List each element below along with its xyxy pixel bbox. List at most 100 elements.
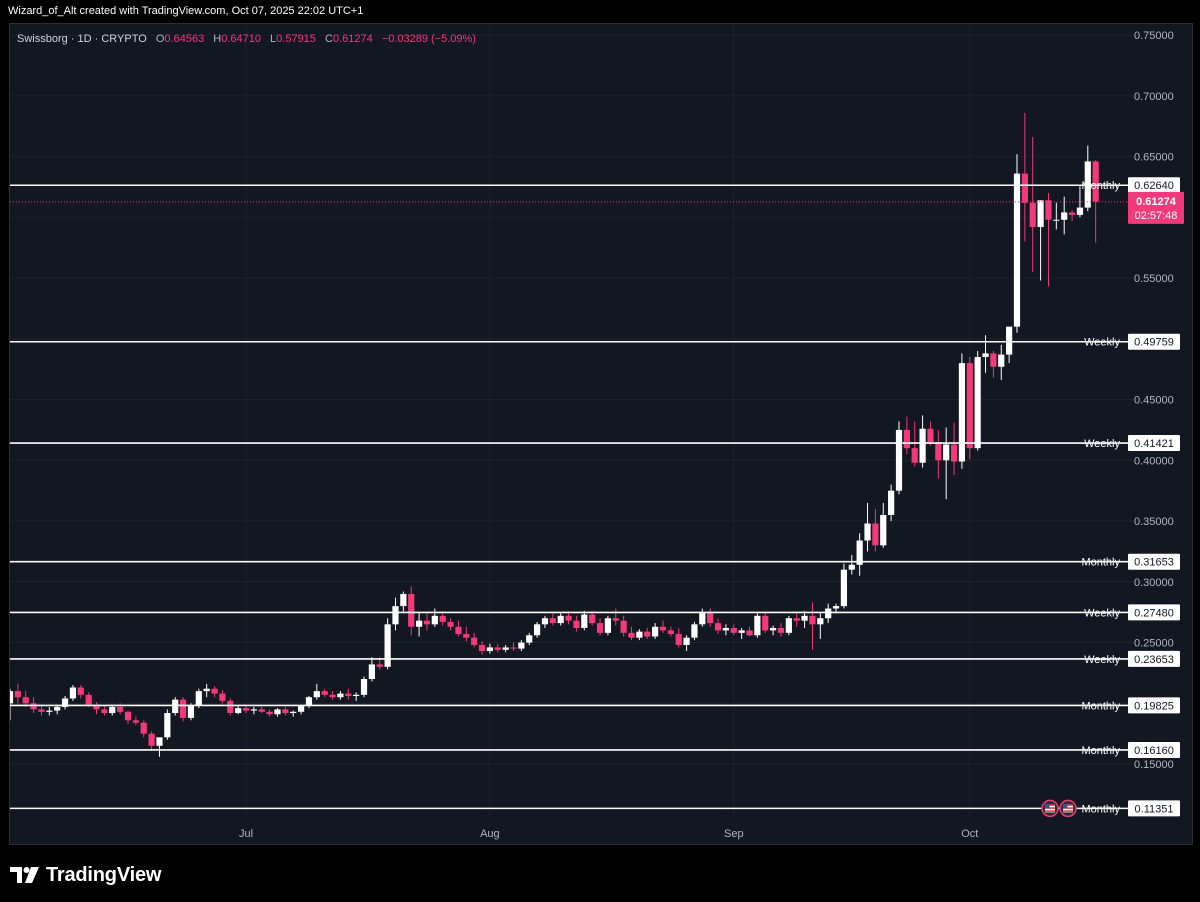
candle-body [329,694,336,698]
candle-body [911,448,918,463]
candle-body [297,705,305,712]
candle-body [746,630,753,636]
candle-body [1061,212,1068,220]
candle-body [950,444,958,462]
candle-body [958,363,966,462]
candle-body [982,353,989,358]
candle-body [699,612,706,625]
candle-body [85,694,92,705]
level-price-box [1128,741,1180,758]
candle-body [431,615,438,625]
candle-body [589,614,596,624]
candle-body [919,428,926,463]
candle-body [46,710,53,712]
x-tick-label: Oct [961,828,978,840]
level-price-box [1128,435,1180,452]
candle-body [140,722,147,734]
level-label: Monthly [1081,557,1120,569]
level-price-label: 0.16160 [1134,745,1174,757]
level-label: Monthly [1081,745,1120,757]
candle-body [990,353,997,367]
candle-body [620,620,627,633]
candle-body [164,713,171,738]
candle-body [463,634,470,638]
candle-body [541,618,549,625]
candle-body [455,626,462,635]
candle-body [376,664,383,667]
candle-body [526,635,533,643]
high-label: H [213,33,222,45]
us-flag-icon[interactable] [1041,799,1059,818]
candle-body [360,679,368,695]
candle-body [101,709,108,714]
candle-body [998,354,1005,367]
candle-body [762,615,769,631]
candle-body [636,631,643,638]
candle-body [478,644,486,652]
candle-body [1021,173,1028,203]
candle-body [408,593,415,627]
candle-body [219,693,226,701]
y-tick-label: 0.65000 [1134,152,1174,164]
candle-body [565,615,572,621]
y-tick-label: 0.40000 [1134,455,1174,467]
candle-body [321,691,328,695]
candle-body [722,627,730,631]
candle-body [337,693,344,698]
candle-body [628,632,635,638]
candle-body [22,697,29,704]
open-label: O [155,33,165,45]
candle-body [652,626,659,637]
candle-body [510,647,517,649]
candle-body [604,618,612,633]
us-flag-icon[interactable] [1059,799,1077,818]
level-price-box [1128,604,1180,621]
candle-body [738,630,745,633]
candle-body [1076,207,1084,215]
candle-body [895,429,903,491]
candle-body [691,624,698,638]
candle-body [439,615,446,622]
candle-body [93,704,100,710]
candle-body [856,540,863,565]
candle-body [156,737,163,746]
close-label: C [324,33,333,45]
level-label: Monthly [1081,700,1120,712]
tradingview-logo-icon [10,867,39,883]
candle-body [667,630,674,635]
candle-body [486,647,493,652]
candle-body [1013,173,1021,327]
candle-body [573,620,580,628]
branding-footer: TradingView [10,862,161,888]
candle-body [935,442,942,461]
candle-body [557,615,564,624]
chart-panel[interactable]: Monthly 0.62640 Weekly 0.49759 Weekly 0.41421… [9,23,1193,845]
y-tick-label: 0.45000 [1134,395,1174,407]
candle-body [707,612,714,624]
candle-body [675,634,682,645]
candle-body [290,711,297,714]
candle-body [109,706,116,714]
y-tick-label: 0.15000 [1134,759,1174,771]
candle-body [69,687,77,699]
ohlc-legend: Swissborg · 1D · CRYPTO O0.64563 H0.6471… [17,33,476,45]
candle-body [683,637,690,645]
branding-text: TradingView [46,863,162,886]
candle-body [211,688,218,694]
candle-body [353,694,360,697]
level-label: Monthly [1081,803,1120,815]
level-label: Weekly [1084,337,1120,349]
level-price-label: 0.62640 [1134,180,1174,192]
candlestick-chart[interactable]: Monthly 0.62640 Weekly 0.49759 Weekly 0.41421… [10,24,1192,844]
candle-body [30,703,37,710]
candle-body [880,514,887,546]
symbol-label[interactable]: Swissborg · 1D · CRYPTO [17,33,147,45]
level-price-box [1128,553,1180,570]
candle-body [258,709,265,712]
candle-body [777,627,785,633]
candle-body [282,709,289,714]
candle-body [1053,219,1060,221]
candle-body [54,706,61,711]
candle-body [943,444,950,461]
level-label: Weekly [1084,654,1120,666]
